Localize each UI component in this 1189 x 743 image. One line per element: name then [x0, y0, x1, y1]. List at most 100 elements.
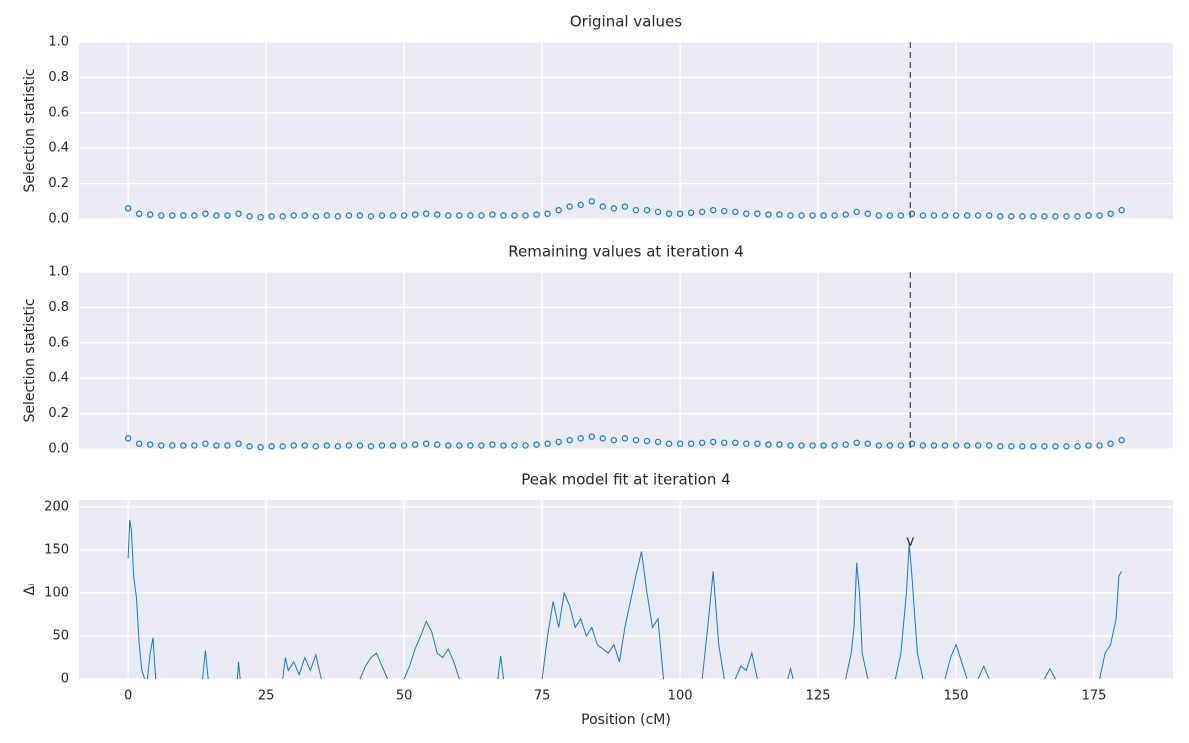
point [345, 212, 353, 219]
point [301, 442, 308, 449]
point [422, 210, 430, 217]
point [511, 212, 518, 219]
point [820, 212, 827, 219]
point [963, 442, 971, 449]
point [754, 440, 761, 447]
y-tick-label: 0.0 [48, 442, 69, 457]
point [941, 442, 949, 449]
point [721, 439, 728, 447]
point [290, 442, 297, 449]
point [235, 210, 242, 217]
point [710, 206, 717, 214]
point [676, 210, 684, 217]
point [1041, 213, 1048, 220]
point [754, 210, 761, 217]
point [202, 210, 209, 217]
point [566, 203, 573, 210]
x-tick-label: 175 [1082, 689, 1107, 704]
point [1063, 213, 1070, 220]
x-axis-label: Position (cM) [581, 712, 671, 728]
point [687, 440, 695, 447]
y-tick-label: 50 [52, 628, 69, 643]
point [334, 443, 342, 450]
point [224, 212, 231, 219]
y-tick-label: 0.8 [48, 70, 69, 85]
point [698, 439, 706, 447]
point [434, 441, 441, 448]
point [246, 443, 253, 450]
point [897, 212, 905, 219]
point [809, 442, 816, 449]
point [897, 442, 905, 449]
panel-title: Peak model fit at iteration 4 [521, 471, 730, 489]
point [544, 210, 551, 217]
point [1008, 443, 1015, 450]
point [257, 444, 264, 451]
x-tick-label: 75 [534, 689, 551, 704]
point [632, 206, 640, 214]
point [389, 212, 397, 219]
point [1041, 443, 1048, 450]
point [665, 210, 673, 217]
point [312, 213, 319, 220]
y-axis-label: Δᵢ [22, 583, 38, 595]
point [599, 435, 607, 442]
y-axis-label: Selection statistic [22, 68, 38, 192]
y-tick-label: 1.0 [48, 265, 69, 280]
point [434, 211, 441, 218]
point [301, 212, 308, 219]
point [842, 211, 849, 218]
point [610, 436, 618, 444]
point [621, 203, 629, 210]
point [765, 211, 772, 218]
point [533, 441, 540, 448]
y-tick-label: 0.6 [48, 335, 69, 350]
point [1096, 212, 1103, 219]
point [875, 212, 883, 219]
point [743, 210, 750, 217]
point [787, 442, 794, 449]
point [124, 205, 132, 212]
point [610, 205, 618, 212]
point [1019, 213, 1026, 220]
point [279, 213, 286, 220]
point [147, 211, 154, 218]
point [842, 441, 849, 448]
point [665, 440, 673, 447]
point [853, 439, 860, 447]
point [135, 210, 143, 217]
point [478, 442, 485, 449]
y-tick-label: 0.0 [48, 212, 69, 227]
point [378, 212, 386, 219]
point [279, 443, 286, 450]
point [985, 442, 993, 449]
point [445, 442, 452, 449]
point [1074, 213, 1081, 220]
plot-area [79, 500, 1173, 679]
point [147, 441, 154, 448]
point [555, 438, 562, 446]
peak-marker: v [906, 533, 914, 549]
point [533, 211, 540, 218]
y-tick-label: 200 [44, 499, 69, 514]
point [389, 442, 397, 449]
point [831, 212, 838, 219]
y-tick-label: 0.8 [48, 300, 69, 315]
point [356, 212, 364, 219]
y-tick-label: 0 [61, 672, 69, 687]
point [367, 213, 375, 220]
point [191, 212, 198, 219]
point [930, 442, 938, 449]
point [378, 442, 386, 449]
point [886, 212, 894, 219]
x-tick-label: 25 [258, 689, 275, 704]
point [1107, 440, 1114, 447]
point [213, 212, 220, 219]
point [621, 435, 629, 442]
x-tick-label: 50 [396, 689, 413, 704]
point [555, 206, 562, 214]
point [1107, 210, 1114, 217]
point [963, 212, 971, 219]
point [268, 213, 275, 220]
x-tick-label: 100 [668, 689, 693, 704]
